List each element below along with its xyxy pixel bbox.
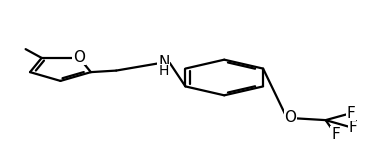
Text: H: H: [159, 64, 169, 78]
Text: F: F: [349, 120, 357, 135]
Text: F: F: [347, 106, 355, 121]
Text: O: O: [73, 50, 85, 65]
Text: F: F: [331, 127, 340, 142]
Text: O: O: [285, 110, 296, 124]
Text: N: N: [158, 55, 170, 70]
